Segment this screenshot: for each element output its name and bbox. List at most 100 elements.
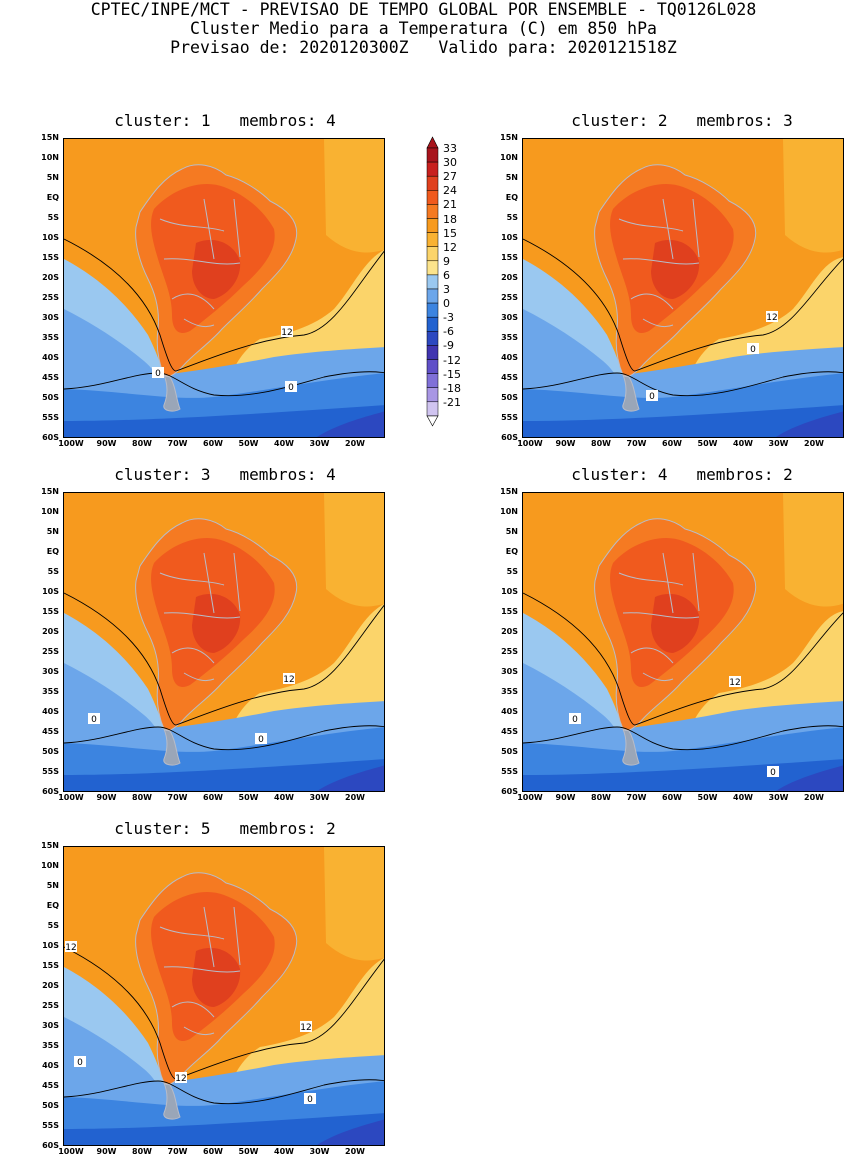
y-tick-label: 5S (47, 213, 59, 222)
y-tick-label: 30S (42, 667, 59, 676)
y-tick-label: 45S (501, 373, 518, 382)
y-tick-label: EQ (46, 901, 59, 910)
panel-title: cluster: 2 membros: 3 (571, 111, 793, 130)
band-12 (689, 611, 843, 733)
y-tick-label: 15N (41, 487, 59, 496)
y-tick-label: 30S (42, 1021, 59, 1030)
y-tick-label: 5N (46, 173, 59, 182)
colorbar-label: 12 (443, 240, 457, 254)
colorbar-label: -21 (443, 395, 461, 409)
contour-0 (523, 371, 843, 397)
y-tick-label: 5N (505, 527, 518, 536)
band-minus3 (64, 759, 384, 791)
colorbar-label: 27 (443, 170, 457, 184)
colorbar-label: 30 (443, 156, 457, 170)
y-tick-label: 10S (501, 587, 518, 596)
band-minus6 (317, 1119, 384, 1145)
map-panel-3: 12 0 0 (63, 492, 385, 792)
y-tick-label: 15S (501, 253, 518, 262)
svg-text:0: 0 (572, 715, 578, 725)
patagonia-land (163, 1083, 180, 1120)
x-tick-label: 100W (517, 439, 543, 448)
colorbar-swatch (426, 316, 439, 332)
patagonia-land (622, 729, 639, 766)
contour-0 (523, 725, 843, 751)
x-tick-label: 90W (555, 793, 576, 802)
colorbar-swatches (426, 136, 439, 427)
y-tick-label: 30S (42, 313, 59, 322)
y-tick-label: 35S (42, 1041, 59, 1050)
svg-text:12: 12 (283, 675, 294, 685)
figure-header: CPTEC/INPE/MCT - PREVISAO DE TEMPO GLOBA… (0, 0, 847, 57)
contour-label: 0 (569, 713, 581, 725)
contour-lines (64, 592, 384, 751)
band-minus6 (776, 411, 843, 437)
colorbar-swatch (426, 260, 439, 276)
svg-text:12: 12 (281, 328, 292, 338)
y-tick-label: EQ (46, 547, 59, 556)
x-tick-label: 70W (167, 439, 188, 448)
y-tick-label: 60S (42, 1141, 59, 1150)
y-tick-label: 10S (501, 233, 518, 242)
x-tick-label: 50W (697, 439, 718, 448)
y-tick-label: 5S (506, 213, 518, 222)
colorbar-swatch (426, 387, 439, 403)
band-minus3 (523, 405, 843, 437)
y-tick-label: EQ (46, 193, 59, 202)
land-27 (192, 947, 241, 1007)
header-line-1: CPTEC/INPE/MCT - PREVISAO DE TEMPO GLOBA… (90, 0, 757, 19)
country-borders (594, 518, 757, 766)
contour-lines (64, 238, 384, 397)
svg-text:0: 0 (77, 1058, 83, 1068)
contour-12 (64, 238, 384, 372)
y-tick-label: 25S (501, 647, 518, 656)
map-panel-1: 12 0 0 (63, 138, 385, 438)
x-tick-label: 100W (58, 1147, 84, 1156)
contour-0 (64, 725, 384, 751)
svg-text:12: 12 (300, 1023, 311, 1033)
y-tick-label: 35S (42, 333, 59, 342)
x-tick-label: 70W (167, 1147, 188, 1156)
colorbar-label: 3 (443, 283, 450, 296)
panel-title: cluster: 1 membros: 4 (114, 111, 336, 130)
colorbar-swatch (426, 401, 439, 417)
x-tick-label: 90W (555, 439, 576, 448)
y-tick-label: 10N (41, 861, 59, 870)
contour-label: 0 (304, 1093, 316, 1105)
x-tick-label: 70W (167, 793, 188, 802)
contour-label: 0 (767, 766, 779, 778)
y-tick-label: 10N (41, 153, 59, 162)
x-tick-label: 20W (804, 439, 824, 448)
land-27 (192, 593, 241, 653)
x-tick-label: 40W (733, 793, 753, 802)
svg-text:12: 12 (766, 313, 777, 323)
y-tick-label: 5N (46, 527, 59, 536)
y-tick-label: 25S (501, 293, 518, 302)
y-tick-label: 15S (42, 253, 59, 262)
y-tick-label: 15N (500, 133, 518, 142)
y-tick-label: 55S (42, 1121, 59, 1130)
x-tick-label: 20W (345, 1147, 365, 1156)
y-tick-label: 30S (501, 313, 518, 322)
y-tick-label: 55S (42, 413, 59, 422)
svg-text:0: 0 (258, 735, 264, 745)
band-15-ne (324, 139, 384, 253)
contour-0 (64, 371, 384, 397)
patagonia-land (163, 729, 180, 766)
contour-0 (64, 1079, 384, 1105)
x-tick-label: 80W (591, 439, 611, 448)
map-panel-5: 12 12 12 0 0 (63, 846, 385, 1146)
y-tick-label: 45S (42, 373, 59, 382)
contour-12 (64, 592, 384, 726)
x-tick-label: 80W (132, 1147, 152, 1156)
colorbar-swatch (426, 302, 439, 318)
svg-text:12: 12 (65, 943, 76, 953)
y-tick-label: 25S (42, 647, 59, 656)
x-tick-label: 100W (58, 793, 84, 802)
colorbar-swatch (426, 204, 439, 219)
land-27 (651, 593, 700, 653)
colorbar-swatch (426, 190, 439, 205)
colorbar-bottom-arrow (426, 415, 439, 427)
y-tick-label: 45S (42, 1081, 59, 1090)
band-minus6 (776, 765, 843, 791)
